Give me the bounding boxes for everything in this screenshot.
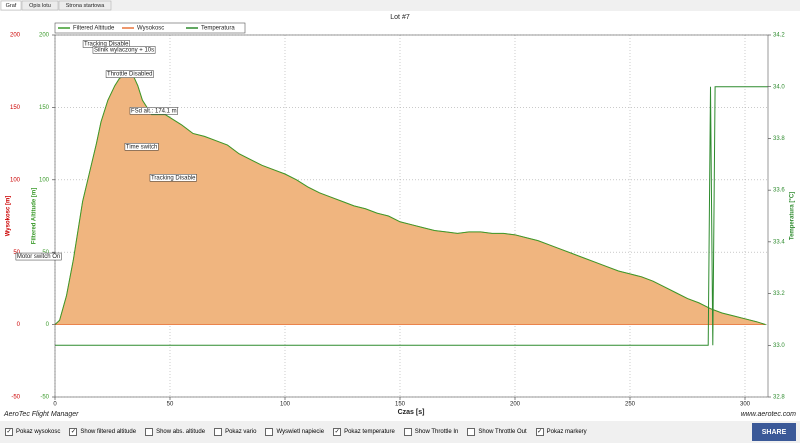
x-tick-label: 0 <box>53 402 57 408</box>
annotation-box <box>149 174 197 182</box>
checkbox[interactable]: Wyswietl napiecie <box>265 428 324 436</box>
y-axis-title: Filtered Altitude [m] <box>32 188 38 244</box>
annotation-label: Time switch <box>126 144 157 150</box>
annotation-label: Tracking Disable <box>84 42 129 48</box>
checkbox-label: Show Throttle In <box>414 429 459 435</box>
checkbox-label: Show filtered altitude <box>80 429 137 435</box>
tab-label: Strona startowa <box>66 3 105 9</box>
chart-title: Lot #7 <box>390 14 410 21</box>
y2-axis-title: Temperatura [°C] <box>790 192 796 240</box>
legend <box>54 22 246 34</box>
checkbox-box[interactable] <box>265 428 274 436</box>
checkbox-box[interactable] <box>467 428 476 436</box>
tab-label: Graf <box>6 3 17 9</box>
y-tick-label-outer: 100 <box>10 177 21 183</box>
y2-tick-label: 33.8 <box>773 136 785 142</box>
y2-tick-label: 33.6 <box>773 188 785 194</box>
checkbox-label: Show abs. altitude <box>156 429 206 435</box>
checkbox[interactable]: Show Throttle In <box>403 428 459 436</box>
checkbox[interactable]: ✓ Show filtered altitude <box>69 428 136 436</box>
x-tick-label: 50 <box>167 402 174 408</box>
annotation-box <box>129 107 178 115</box>
y-tick-label: 0 <box>46 322 50 328</box>
checkbox[interactable]: Pokaz vario <box>214 428 256 436</box>
annotation: Time switch <box>124 143 159 151</box>
options-bar: ✓ Pokaz wysokosc ✓ Show filtered altitude Sh… <box>0 421 800 443</box>
checkbox[interactable]: ✓ Pokaz wysokosc <box>5 428 60 436</box>
legend-label: Temperatura <box>201 26 235 32</box>
line <box>55 86 768 346</box>
tab[interactable] <box>0 0 22 11</box>
legend-label: Wysokosc <box>137 26 164 32</box>
checkbox-label: Pokaz temperature <box>344 429 395 435</box>
checkbox[interactable]: ✓ Pokaz temperature <box>333 428 395 436</box>
plot-frame <box>54 34 769 398</box>
y2-tick-label: 33.4 <box>773 239 785 245</box>
checkbox[interactable]: Show Throttle Out <box>467 428 527 436</box>
checkbox-box[interactable]: ✓ <box>333 428 342 436</box>
y2-tick-label: 32.8 <box>773 395 785 401</box>
y-axis-title-outer: Wysokosc [m] <box>6 196 12 237</box>
annotation: Throttle Disabled <box>105 70 154 78</box>
checkbox-label: Show Throttle Out <box>478 429 527 435</box>
app-window: Lot #7 Czas [s] AeroTec Flight Manager w… <box>0 0 800 421</box>
x-tick-label: 300 <box>740 402 751 408</box>
share-button[interactable]: SHARE <box>752 423 796 441</box>
y-tick-label: 150 <box>39 105 50 111</box>
footer-right: www.aerotec.com <box>741 411 796 418</box>
y-tick-label-outer: 200 <box>10 33 21 39</box>
x-tick-label: 100 <box>280 402 291 408</box>
annotation-box <box>92 46 156 54</box>
annotation-box <box>105 70 154 78</box>
x-tick-label: 250 <box>625 402 636 408</box>
y-tick-label-outer: 150 <box>10 105 21 111</box>
checkbox-box[interactable] <box>214 428 223 436</box>
checkbox-label: Wyswietl napiecie <box>276 429 325 435</box>
checkbox[interactable]: ✓ Pokaz markery <box>535 428 587 436</box>
annotation: Silnik wylaczony + 10s <box>92 46 156 54</box>
legend-label: Filtered Altitude <box>73 26 115 32</box>
y2-tick-label: 33.2 <box>773 291 785 297</box>
checkbox-label: Pokaz markery <box>546 429 587 435</box>
y-tick-label: 50 <box>42 250 49 256</box>
annotation-label: Motor switch On <box>17 254 60 260</box>
y2-tick-label: 34.2 <box>773 33 785 39</box>
annotation: Motor switch On <box>15 252 62 261</box>
y-tick-label-outer: -50 <box>11 395 20 401</box>
tab[interactable] <box>58 0 112 11</box>
y2-tick-label: 33.0 <box>773 343 785 349</box>
tab[interactable] <box>21 0 59 11</box>
y-tick-label: 100 <box>39 177 50 183</box>
checkbox-box[interactable]: ✓ <box>5 428 13 436</box>
annotation-label: Tracking Disable <box>151 175 196 181</box>
checkbox[interactable]: Show abs. altitude <box>145 428 205 436</box>
annotation-box <box>124 143 159 151</box>
checkbox-box[interactable] <box>403 428 412 436</box>
x-tick-label: 150 <box>395 402 406 408</box>
tab-label: Opis lotu <box>29 3 51 9</box>
y-tick-label-outer: 0 <box>17 322 21 328</box>
annotation-label: Silnik wylaczony + 10s <box>94 47 154 53</box>
y-tick-label: 200 <box>39 33 50 39</box>
checkbox-box[interactable]: ✓ <box>69 428 78 436</box>
x-axis-title: Czas [s] <box>398 409 425 416</box>
annotation-box <box>15 252 62 261</box>
checkbox-box[interactable] <box>145 428 154 436</box>
annotation-label: FSd alt.: 174.1 m <box>131 108 177 114</box>
x-tick-label: 200 <box>510 402 521 408</box>
checkbox-label: Pokaz vario <box>225 429 257 435</box>
checkbox-label: Pokaz wysokosc <box>16 429 61 435</box>
y-tick-label: -50 <box>40 395 49 401</box>
y-tick-label-outer: 50 <box>13 250 20 256</box>
checkbox-box[interactable]: ✓ <box>535 428 544 436</box>
footer-left: AeroTec Flight Manager <box>3 411 79 418</box>
annotation: FSd alt.: 174.1 m <box>129 107 178 115</box>
annotation: Tracking Disable <box>149 174 197 182</box>
y2-tick-label: 34.0 <box>773 84 785 90</box>
annotation-label: Throttle Disabled <box>107 72 152 78</box>
